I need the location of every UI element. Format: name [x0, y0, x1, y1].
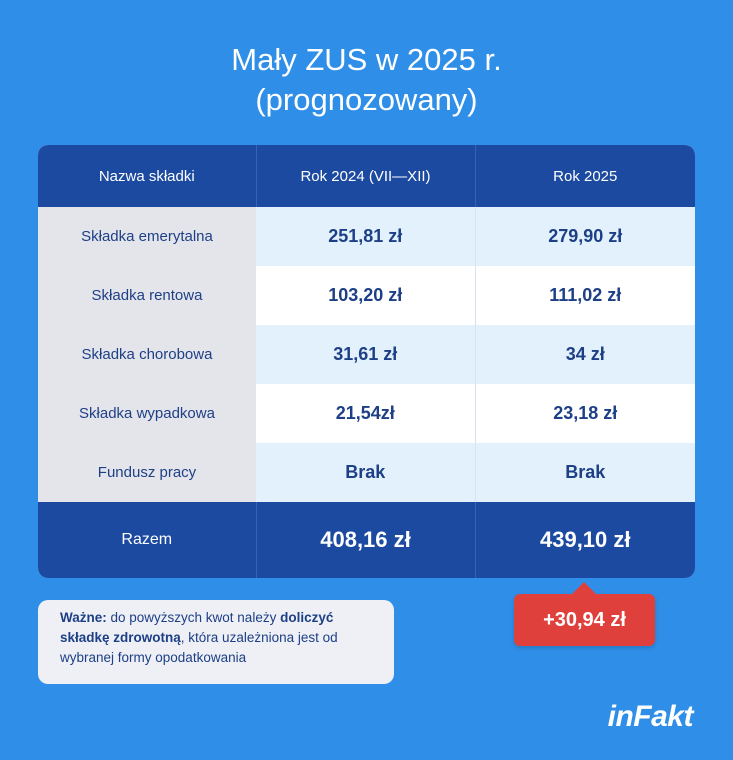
row-label: Fundusz pracy [38, 443, 256, 502]
note-bold-emphasis: doliczyć składkę zdrowotną [60, 610, 334, 645]
page-title: Mały ZUS w 2025 r. (prognozowany) [0, 40, 733, 120]
value-2025: 279,90 zł [475, 207, 695, 266]
row-label: Składka emerytalna [38, 207, 256, 266]
table-row: Składka wypadkowa 21,54zł 23,18 zł [38, 384, 695, 443]
value-2025: Brak [475, 443, 695, 502]
note-text-1: do powyższych kwot należy [106, 610, 281, 625]
value-2025: 111,02 zł [475, 266, 695, 325]
title-line-1: Mały ZUS w 2025 r. [231, 42, 502, 77]
row-label: Składka rentowa [38, 266, 256, 325]
header-2024: Rok 2024 (VII—XII) [255, 145, 475, 207]
value-2024: Brak [256, 443, 476, 502]
total-row: Razem 408,16 zł 439,10 zł [38, 502, 695, 578]
difference-badge: +30,94 zł [514, 582, 655, 646]
row-label: Składka wypadkowa [38, 384, 256, 443]
total-2024: 408,16 zł [255, 502, 475, 578]
table-row: Składka rentowa 103,20 zł 111,02 zł [38, 266, 695, 325]
value-2025: 34 zł [475, 325, 695, 384]
infakt-logo: inFakt [607, 700, 694, 733]
value-2024: 251,81 zł [256, 207, 476, 266]
table-row: Składka chorobowa 31,61 zł 34 zł [38, 325, 695, 384]
row-label: Składka chorobowa [38, 325, 256, 384]
table-header-row: Nazwa składki Rok 2024 (VII—XII) Rok 202… [38, 145, 695, 207]
note-text-2: , która uzależniona jest od wybranej for… [60, 630, 338, 665]
table-row: Fundusz pracy Brak Brak [38, 443, 695, 502]
value-2025: 23,18 zł [475, 384, 695, 443]
header-2025: Rok 2025 [474, 145, 695, 207]
total-2025: 439,10 zł [474, 502, 695, 578]
note-box: Ważne: do powyższych kwot należy doliczy… [38, 600, 394, 684]
value-2024: 21,54zł [256, 384, 476, 443]
total-label: Razem [38, 502, 256, 578]
value-2024: 31,61 zł [256, 325, 476, 384]
note-bold-label: Ważne: [60, 610, 107, 625]
value-2024: 103,20 zł [256, 266, 476, 325]
table-row: Składka emerytalna 251,81 zł 279,90 zł [38, 207, 695, 266]
header-name: Nazwa składki [38, 145, 256, 207]
title-line-2: (prognozowany) [255, 82, 478, 117]
zus-table: Nazwa składki Rok 2024 (VII—XII) Rok 202… [38, 145, 695, 578]
